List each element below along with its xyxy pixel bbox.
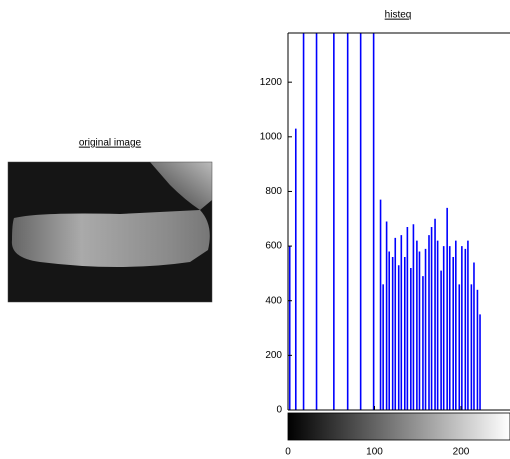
x-tick-label: 200 [453,447,470,458]
chart-title: histeq [385,10,412,21]
y-tick-label: 400 [265,295,282,306]
plot-area [290,0,480,410]
y-tick-label: 1000 [260,131,283,142]
image-title: original image [79,138,142,149]
image [8,162,212,302]
x-tick-label: 0 [285,447,291,458]
figure: original image histeq 020040060080010001… [0,0,510,459]
y-tick-label: 600 [265,241,282,252]
x-tick-label: 100 [366,447,383,458]
y-tick-label: 0 [276,405,282,416]
page: original image histeq 020040060080010001… [0,0,510,459]
y-tick-label: 200 [265,350,282,361]
stems [290,0,480,410]
y-tick-label: 800 [265,186,282,197]
y-tick-label: 1200 [260,77,283,88]
colorbar [288,413,510,440]
